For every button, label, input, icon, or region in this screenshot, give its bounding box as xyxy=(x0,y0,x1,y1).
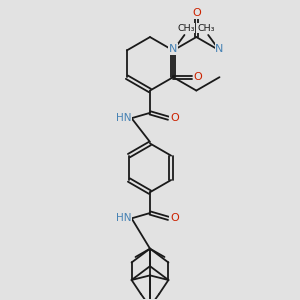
Text: O: O xyxy=(170,113,179,123)
Text: O: O xyxy=(170,213,179,224)
Text: N: N xyxy=(215,44,224,54)
Text: HN: HN xyxy=(116,213,131,224)
Text: O: O xyxy=(193,72,202,82)
Text: CH₃: CH₃ xyxy=(177,24,195,33)
Text: CH₃: CH₃ xyxy=(198,24,215,33)
Text: O: O xyxy=(192,8,201,18)
Text: HN: HN xyxy=(116,113,131,123)
Text: N: N xyxy=(169,44,177,54)
